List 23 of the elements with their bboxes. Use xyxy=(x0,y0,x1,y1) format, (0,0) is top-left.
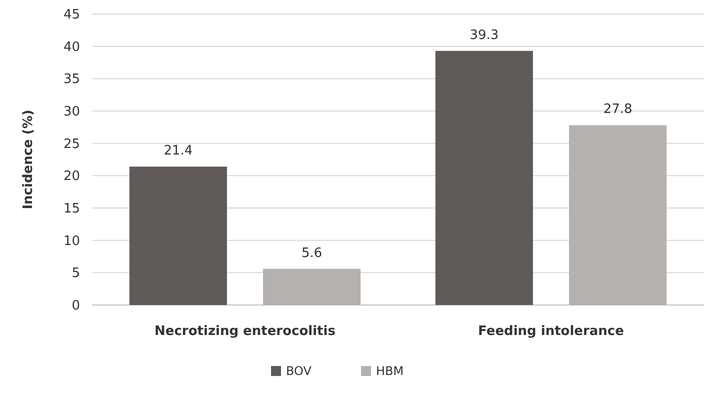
y-axis-title: Incidence (%) xyxy=(21,110,36,210)
y-tick-label: 0 xyxy=(72,298,80,314)
bar xyxy=(263,268,361,305)
y-tick-label: 30 xyxy=(63,104,80,120)
legend-label: BOV xyxy=(286,364,312,378)
y-tick-label: 35 xyxy=(63,72,80,88)
bar xyxy=(435,50,533,305)
data-label: 5.6 xyxy=(301,246,322,261)
y-tick-label: 15 xyxy=(63,202,80,217)
y-tick-label: 40 xyxy=(63,40,80,55)
data-label: 27.8 xyxy=(603,102,632,118)
x-tick-label: Feeding intolerance xyxy=(478,324,624,339)
y-tick-label: 20 xyxy=(63,169,80,184)
y-tick-label: 45 xyxy=(63,8,80,23)
y-tick-label: 10 xyxy=(63,234,80,249)
data-label: 39.3 xyxy=(470,28,499,43)
bar xyxy=(569,125,667,305)
x-tick-label: Necrotizing enterocolitis xyxy=(154,324,336,339)
bar xyxy=(129,166,227,305)
data-label: 21.4 xyxy=(164,144,193,159)
legend-label: HBM xyxy=(376,364,404,378)
y-tick-label: 25 xyxy=(63,136,80,152)
y-tick-label: 5 xyxy=(72,266,80,282)
